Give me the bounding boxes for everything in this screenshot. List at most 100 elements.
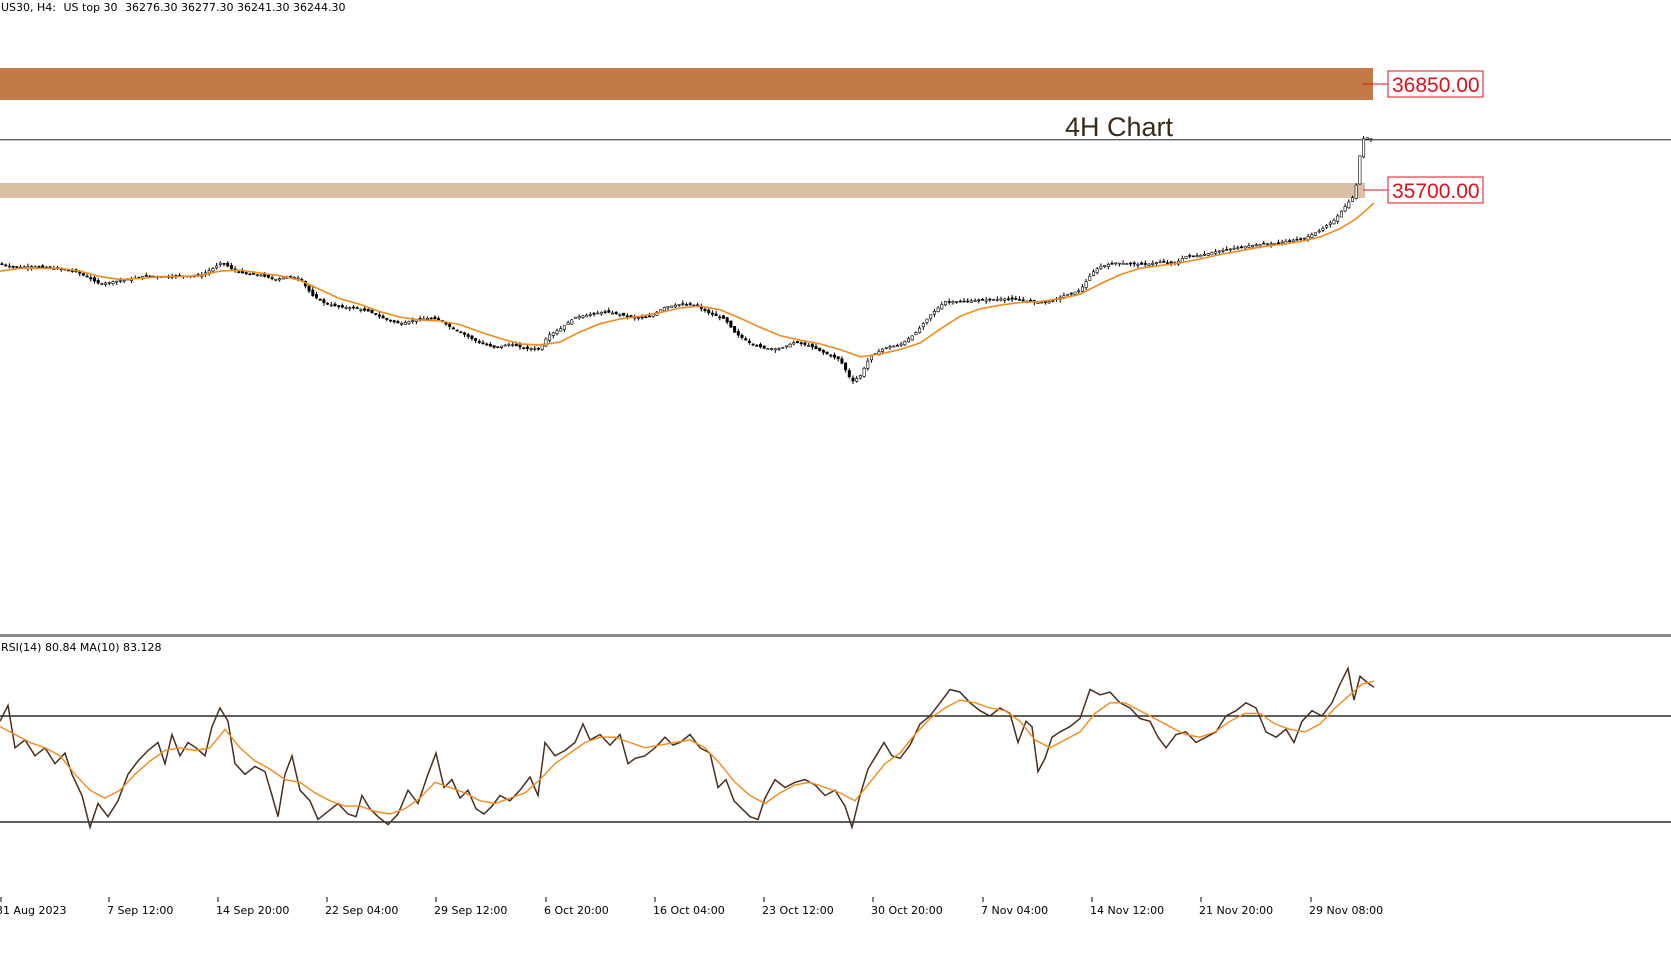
candle-body [881, 348, 885, 352]
candle-body [1010, 297, 1014, 300]
candle-body [1166, 262, 1170, 264]
candle-body [226, 262, 230, 267]
candle-body [729, 320, 733, 328]
candle-body [444, 322, 448, 325]
candle-body [15, 266, 19, 268]
candle-body [270, 277, 274, 279]
candle-body [577, 316, 581, 319]
candle-body [718, 316, 722, 319]
candle-body [255, 274, 259, 276]
candle-body [755, 344, 759, 347]
candle-body [104, 282, 108, 285]
candle-body [1117, 262, 1121, 265]
candle-body [1232, 247, 1236, 250]
time-axis-label: 29 Nov 08:00 [1309, 904, 1383, 917]
candle-body [1354, 184, 1358, 199]
candle-body [836, 356, 840, 360]
candle-body [1365, 137, 1369, 140]
candle-body [281, 277, 285, 280]
candle-body [1066, 293, 1070, 296]
candle-body [840, 358, 844, 364]
candle-body [485, 343, 489, 346]
candle-body [374, 313, 378, 315]
candle-body [518, 344, 522, 348]
candle-body [289, 275, 293, 278]
candle-body [1221, 249, 1225, 252]
candle-body [1077, 290, 1081, 293]
candle-body [596, 312, 600, 315]
candle-body [144, 275, 148, 277]
ohlc-values: 36276.30 36277.30 36241.30 36244.30 [125, 1, 345, 14]
candle-body [118, 280, 122, 282]
candle-body [829, 354, 833, 357]
candle-body [215, 265, 219, 269]
chart-header: US30, H4: US top 30 36276.30 36277.30 36… [1, 1, 346, 14]
candle-body [455, 329, 459, 332]
candle-body [366, 309, 370, 312]
candle-body [1014, 298, 1018, 300]
candle-body [1339, 210, 1343, 218]
candle-body [1036, 301, 1040, 304]
candle-body [266, 275, 270, 278]
candle-body [1351, 197, 1355, 202]
rsi-panel-label: RSI(14) 80.84 MA(10) 83.128 [1, 641, 162, 654]
candle-body [995, 298, 999, 301]
candle-body [551, 332, 555, 336]
candle-body [1003, 298, 1007, 301]
candle-body [222, 263, 226, 265]
candle-body [984, 299, 988, 302]
candle-body [855, 378, 859, 382]
candle-body [1299, 238, 1303, 240]
candle-body [1325, 225, 1329, 228]
candle-body [1236, 247, 1240, 249]
candle-body [340, 305, 344, 308]
candle-body [625, 315, 629, 318]
candle-body [792, 342, 796, 345]
candle-body [681, 303, 685, 305]
candle-body [644, 316, 648, 319]
candle-body [1017, 299, 1021, 301]
candle-body [703, 308, 707, 312]
candle-body [11, 265, 15, 268]
candle-body [903, 341, 907, 346]
candle-body [1162, 260, 1166, 263]
candle-body [7, 265, 11, 268]
upper-resistance-zone [0, 68, 1373, 100]
candle-body [1358, 155, 1362, 185]
candle-body [581, 315, 585, 318]
symbol-description: US top 30 [64, 1, 118, 14]
candle-body [1214, 251, 1218, 254]
candle-body [762, 345, 766, 349]
candle-body [973, 300, 977, 302]
panel-separator [0, 634, 1671, 637]
candle-body [1362, 138, 1366, 158]
chart-annotation: 4H Chart [1065, 112, 1174, 142]
candle-body [1047, 301, 1051, 304]
candle-body [326, 302, 330, 305]
time-axis-label: 21 Nov 20:00 [1199, 904, 1273, 917]
candle-body [1080, 286, 1084, 292]
candle-body [559, 328, 563, 332]
candle-body [684, 304, 688, 306]
candle-body [673, 304, 677, 308]
candle-body [747, 340, 751, 343]
candle-body [862, 367, 866, 377]
candle-body [381, 315, 385, 319]
time-axis-label: 23 Oct 12:00 [762, 904, 834, 917]
candle-body [429, 317, 433, 320]
candle-body [1147, 263, 1151, 266]
candle-body [1088, 275, 1092, 281]
candle-body [714, 313, 718, 317]
candle-body [788, 343, 792, 348]
candle-body [1210, 252, 1214, 255]
candle-body [1151, 262, 1155, 265]
candle-body [1332, 219, 1336, 225]
candle-body [607, 310, 611, 313]
candle-body [1191, 255, 1195, 258]
candle-body [122, 279, 126, 282]
candle-body [1103, 265, 1107, 267]
time-axis-label: 14 Sep 20:00 [216, 904, 289, 917]
candle-body [647, 315, 651, 318]
candle-body [1265, 243, 1269, 246]
